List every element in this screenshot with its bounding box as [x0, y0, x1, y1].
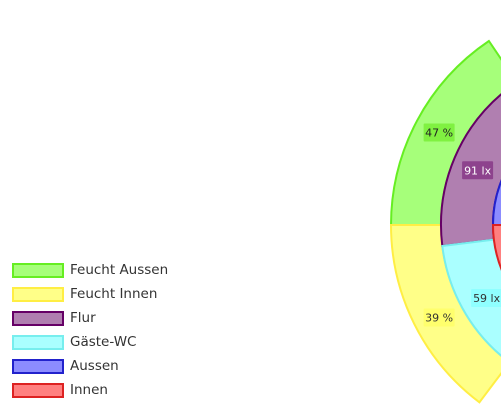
- data-label-gaeste-wc: 59 lx: [471, 289, 501, 307]
- legend-swatch-gaeste-wc: [12, 335, 64, 350]
- temperature-inner-ring: [491, 179, 501, 316]
- data-label-flur: 91 lx: [462, 161, 494, 180]
- legend-label-aussen: Aussen: [70, 358, 119, 374]
- legend-label-flur: Flur: [70, 310, 96, 326]
- data-label-text-feucht-aussen: 47 %: [425, 127, 453, 140]
- legend-label-innen: Innen: [70, 382, 108, 398]
- legend: Feucht Aussen Feucht Innen Flur Gäste-WC…: [12, 261, 212, 405]
- legend-item-gaeste-wc[interactable]: Gäste-WC: [12, 333, 212, 357]
- legend-item-feucht-aussen[interactable]: Feucht Aussen: [12, 261, 212, 285]
- legend-swatch-flur: [12, 311, 64, 326]
- legend-item-aussen[interactable]: Aussen: [12, 357, 212, 381]
- data-label-feucht-innen: 39 %: [423, 308, 455, 327]
- data-label-bg-gaeste-wc: [471, 289, 501, 307]
- legend-swatch-innen: [12, 383, 64, 398]
- legend-label-feucht-aussen: Feucht Aussen: [70, 262, 169, 278]
- legend-swatch-aussen: [12, 359, 64, 374]
- legend-item-flur[interactable]: Flur: [12, 309, 212, 333]
- data-label-text-gaeste-wc: 59 lx: [473, 292, 501, 305]
- data-label-bg-feucht-innen: [423, 308, 455, 327]
- legend-swatch-feucht-aussen: [12, 263, 64, 278]
- data-label-bg-feucht-aussen: [423, 123, 455, 142]
- data-label-text-flur: 91 lx: [464, 164, 492, 177]
- data-label-feucht-aussen: 47 %: [423, 123, 455, 142]
- data-label-text-feucht-innen: 39 %: [425, 312, 453, 325]
- segment-innen[interactable]: [491, 224, 501, 316]
- legend-label-gaeste-wc: Gäste-WC: [70, 334, 137, 350]
- legend-swatch-feucht-innen: [12, 287, 64, 302]
- legend-item-innen[interactable]: Innen: [12, 381, 212, 405]
- data-label-bg-flur: [462, 161, 494, 180]
- legend-item-feucht-innen[interactable]: Feucht Innen: [12, 285, 212, 309]
- legend-label-feucht-innen: Feucht Innen: [70, 286, 158, 302]
